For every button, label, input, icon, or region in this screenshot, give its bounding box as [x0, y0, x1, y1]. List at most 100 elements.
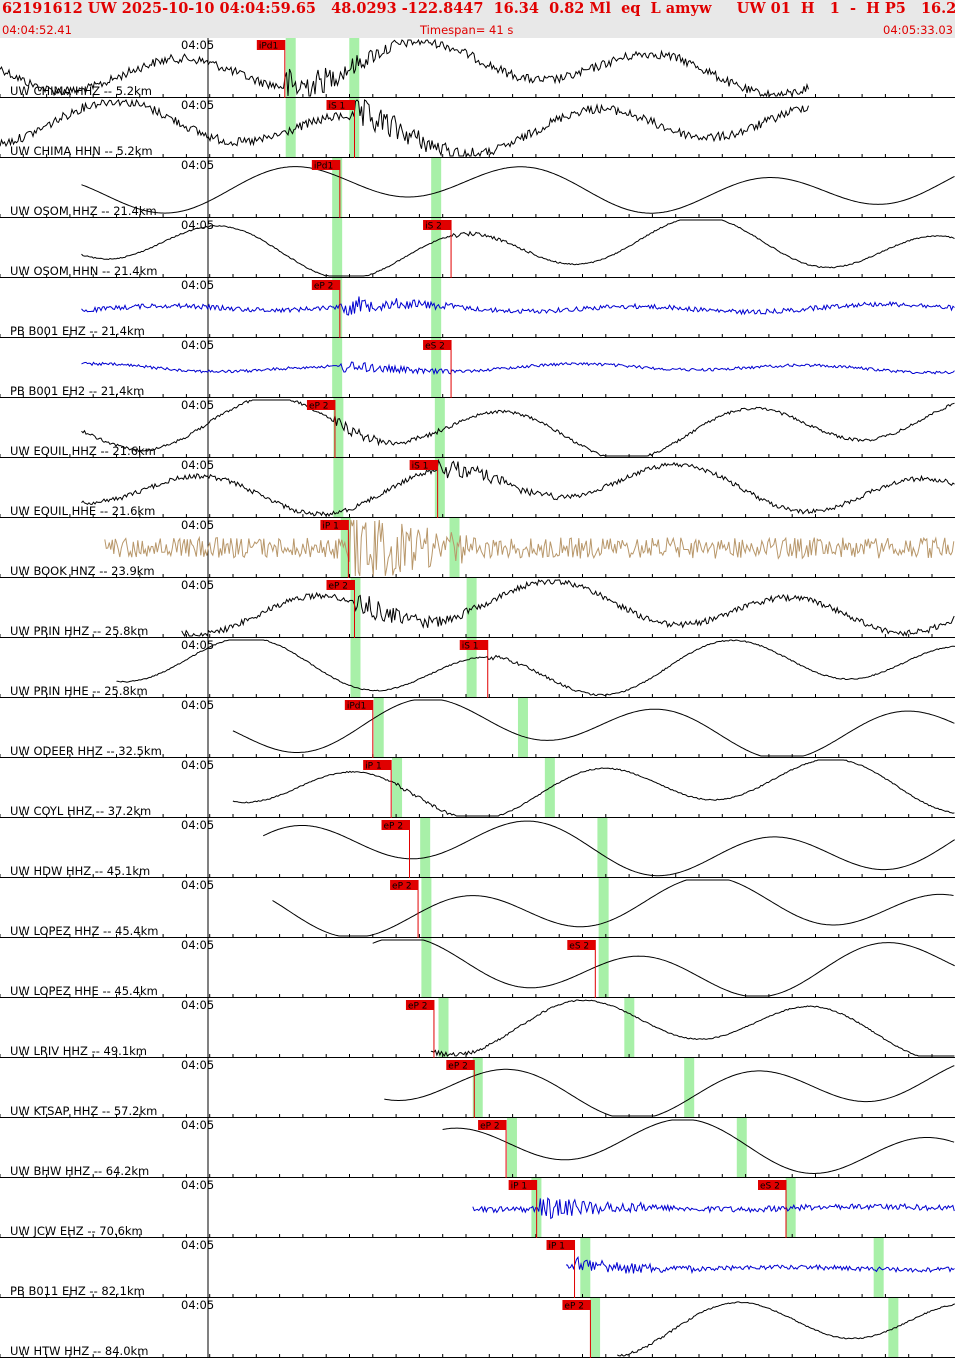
- pick-flag[interactable]: [326, 580, 355, 590]
- pick-flag[interactable]: [311, 280, 340, 290]
- station-label: UW BHW HHZ -- 64.2km: [10, 1164, 149, 1178]
- pick-label: eP 2: [480, 1122, 500, 1132]
- pick-flag[interactable]: [478, 1120, 507, 1130]
- waveform: [472, 1197, 955, 1220]
- pick-flag[interactable]: [363, 760, 392, 770]
- pick-flag[interactable]: [758, 1180, 787, 1190]
- tick-label: 04:05: [181, 338, 214, 352]
- pick-label: eS 2: [569, 942, 589, 952]
- station-label: UW CHIMA HHZ -- 5.2km: [10, 84, 152, 98]
- station-label: UW PRIN HHZ -- 25.8km: [10, 624, 148, 638]
- trace-row: 04:05 iP 1 PB B011 EHZ -- 82.1km: [0, 1238, 955, 1298]
- trace-row: 04:05 iS 1 UW CHIMA HHN -- 5.2km: [0, 98, 955, 158]
- arrival-window: [438, 998, 449, 1058]
- tick-label: 04:05: [181, 878, 214, 892]
- trace-row: 04:05 iS 2 UW OSOM HHN -- 21.4km: [0, 218, 955, 278]
- trace-row: 04:05 eP 2 UW LOPEZ HHZ -- 45.4km: [0, 878, 955, 938]
- waveform: [442, 1119, 955, 1174]
- tick-label: 04:05: [181, 1298, 214, 1312]
- pick-label: iS 1: [328, 102, 345, 112]
- station-label: UW OSOM HHN -- 21.4km: [10, 264, 157, 278]
- pick-flag[interactable]: [446, 1060, 475, 1070]
- station-label: UW HDW HHZ -- 45.1km: [10, 864, 150, 878]
- pick-flag[interactable]: [344, 700, 373, 710]
- trace-row: 04:05 eP 2 UW EQUIL HHZ -- 21.6km: [0, 398, 955, 458]
- arrival-window: [684, 1058, 695, 1118]
- station-label: UW KTSAP HHZ -- 57.2km: [10, 1104, 157, 1118]
- waveform: [181, 578, 955, 638]
- station-label: UW OSOM HHZ -- 21.4km: [10, 204, 157, 218]
- pick-label: eS 2: [425, 342, 445, 352]
- arrival-window: [590, 1298, 601, 1358]
- arrival-window: [332, 218, 343, 278]
- pick-label: eP 2: [328, 582, 348, 592]
- tick-label: 04:05: [181, 98, 214, 112]
- pick-flag[interactable]: [459, 640, 488, 650]
- waveform: [272, 879, 954, 937]
- arrival-window: [332, 338, 343, 398]
- station-label: UW LRIV HHZ -- 49.1km: [10, 1044, 147, 1058]
- waveform: [81, 399, 955, 457]
- pick-label: eS 2: [760, 1182, 780, 1192]
- arrival-window: [597, 818, 608, 878]
- trace-row: 04:05 eP 2 UW HTW HHZ -- 84.0km: [0, 1298, 955, 1358]
- pick-flag[interactable]: [567, 940, 596, 950]
- pick-flag[interactable]: [562, 1300, 591, 1310]
- pick-flag[interactable]: [405, 1000, 434, 1010]
- trace-row: 04:05 eP 2 UW KTSAP HHZ -- 57.2km: [0, 1058, 955, 1118]
- pick-flag[interactable]: [326, 100, 355, 110]
- pick-flag[interactable]: [409, 460, 438, 470]
- tick-label: 04:05: [181, 218, 214, 232]
- trace-row: 04:05 iPd1 UW ODEER HHZ -- 32.5km: [0, 698, 955, 758]
- tick-label: 04:05: [181, 1178, 214, 1192]
- station-label: UW LOPEZ HHZ -- 45.4km: [10, 924, 158, 938]
- arrival-window: [392, 758, 403, 818]
- pick-flag[interactable]: [320, 520, 349, 530]
- tick-label: 04:05: [181, 278, 214, 292]
- pick-label: iS 1: [412, 462, 429, 472]
- arrival-window: [434, 458, 445, 518]
- pick-label: iP 1: [322, 522, 339, 532]
- waveform: [565, 1256, 955, 1275]
- arrival-window: [285, 98, 296, 158]
- timespan-label: Timespan= 41 s: [420, 23, 514, 37]
- pick-label: iP 1: [511, 1182, 528, 1192]
- pick-flag[interactable]: [311, 160, 340, 170]
- pick-label: eP 2: [309, 402, 329, 412]
- arrival-window: [624, 998, 635, 1058]
- waveform: [81, 166, 955, 214]
- pick-label: eP 2: [314, 282, 334, 292]
- station-label: UW HTW HHZ -- 84.0km: [10, 1344, 148, 1358]
- waveform: [81, 296, 955, 316]
- pick-label: eP 2: [392, 882, 412, 892]
- arrival-window: [506, 1118, 517, 1178]
- pick-label: iP 1: [549, 1242, 566, 1252]
- tick-label: 04:05: [181, 938, 214, 952]
- trace-row: 04:05 eP 2 PB B001 EHZ -- 21.4km: [0, 278, 955, 338]
- trace-row: 04:05 eP 2 UW BHW HHZ -- 64.2km: [0, 1118, 955, 1178]
- pick-flag[interactable]: [306, 400, 335, 410]
- pick-flag[interactable]: [390, 880, 419, 890]
- pick-label: eP 2: [448, 1062, 468, 1072]
- pick-flag[interactable]: [423, 340, 452, 350]
- trace-row: 04:05 iP 1 eS 2 UW JCW EHZ -- 70.6km: [0, 1178, 955, 1238]
- start-time-label: 04:04:52.41: [2, 23, 72, 37]
- arrival-window: [420, 818, 431, 878]
- trace-row: 04:05 eP 2 UW PRIN HHZ -- 25.8km: [0, 578, 955, 638]
- arrival-window: [349, 38, 360, 98]
- pick-label: iP 1: [365, 762, 382, 772]
- trace-row: 04:05 iP 1 UW BOOK HNZ -- 23.9km: [0, 518, 955, 578]
- arrival-window: [373, 698, 384, 758]
- pick-flag[interactable]: [256, 40, 285, 50]
- trace-row: 04:05 eS 2 UW LOPEZ HHE -- 45.4km: [0, 938, 955, 998]
- pick-label: iS 1: [462, 642, 479, 652]
- station-label: PB B001 EH2 -- 21.4km: [10, 384, 144, 398]
- pick-flag[interactable]: [381, 820, 410, 830]
- pick-flag[interactable]: [508, 1180, 537, 1190]
- trace-row: 04:05 iPd1 UW OSOM HHZ -- 21.4km: [0, 158, 955, 218]
- arrival-window: [580, 1238, 591, 1298]
- pick-flag[interactable]: [546, 1240, 575, 1250]
- tick-label: 04:05: [181, 1238, 214, 1252]
- pick-label: iPd1: [259, 42, 278, 52]
- pick-flag[interactable]: [423, 220, 452, 230]
